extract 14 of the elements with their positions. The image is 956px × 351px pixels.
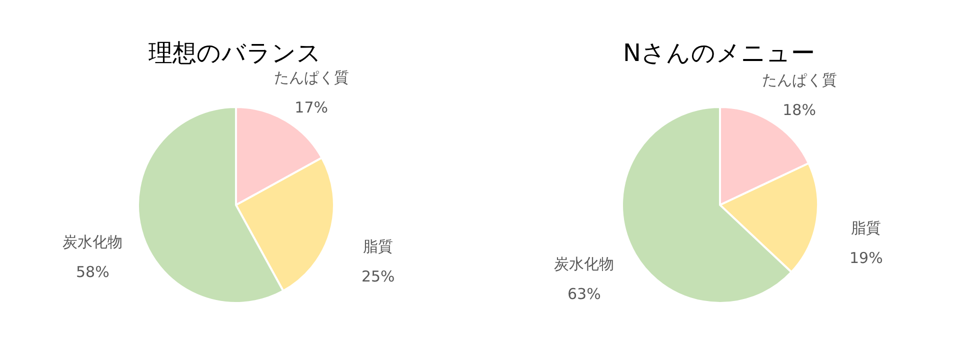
data-label: 18% (782, 101, 816, 120)
chart-title: 理想のバランス (148, 39, 322, 67)
slice-label: 炭水化物 (62, 232, 123, 251)
data-label: 58% (76, 262, 110, 281)
slice-label: 脂質 (363, 237, 394, 256)
data-label: 19% (850, 249, 883, 268)
slice-label: 炭水化物 (554, 254, 614, 273)
slice-label: たんぱく質 (274, 68, 349, 87)
data-label: 25% (361, 267, 395, 286)
chart-title: Nさんのメニュー (623, 39, 815, 67)
data-label: 63% (568, 284, 601, 303)
slice-label: 脂質 (851, 219, 882, 238)
data-label: 17% (294, 98, 328, 117)
slice-label: たんぱく質 (762, 71, 837, 90)
